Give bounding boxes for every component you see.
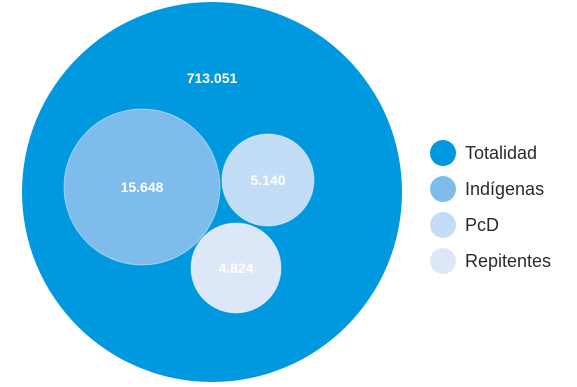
legend-swatch-indigenas: [430, 176, 456, 202]
legend-label-totalidad: Totalidad: [465, 142, 538, 163]
bubble-repitentes: [190, 222, 282, 314]
legend-item-totalidad: Totalidad: [430, 135, 551, 171]
legend-swatch-repitentes: [430, 248, 456, 274]
bubble-pcd: [221, 133, 315, 227]
legend-swatch-totalidad: [430, 140, 456, 166]
bubble-label-indigenas: 15.648: [121, 179, 164, 195]
legend-label-repitentes: Repitentes: [465, 250, 552, 271]
bubble-label-repitentes: 4.824: [218, 260, 253, 276]
legend-item-pcd: PcD: [430, 207, 551, 243]
bubble-label-totalidad: 713.051: [187, 70, 238, 86]
chart-legend: Totalidad Indígenas PcD Repitentes: [430, 135, 551, 279]
bubble-label-pcd: 5.140: [250, 172, 285, 188]
legend-swatch-pcd: [430, 212, 456, 238]
legend-label-indigenas: Indígenas: [465, 178, 545, 199]
legend-item-repitentes: Repitentes: [430, 243, 551, 279]
legend-item-indigenas: Indígenas: [430, 171, 551, 207]
bubble-indigenas: [63, 108, 221, 266]
legend-label-pcd: PcD: [465, 214, 500, 235]
